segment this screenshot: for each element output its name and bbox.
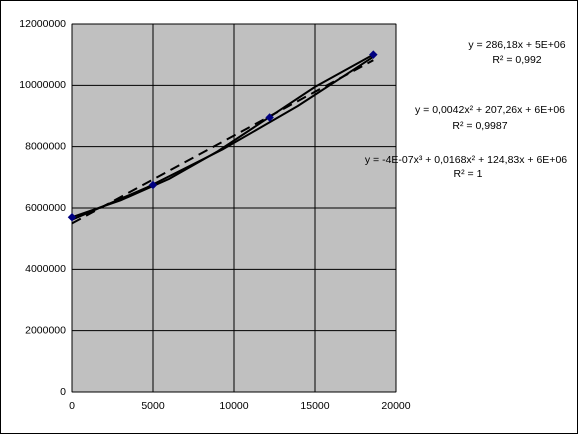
- x-tick-label: 5000: [141, 400, 165, 412]
- trendline: [71, 55, 374, 221]
- data-point: [148, 180, 158, 190]
- trendline-equation: y = -4E-07x³ + 0,0168x² + 124,83x + 6E+0…: [365, 154, 567, 166]
- y-tick-label: 12000000: [19, 18, 66, 30]
- data-point: [265, 113, 274, 122]
- data-point: [67, 212, 77, 222]
- y-tick-label: 8000000: [25, 140, 66, 152]
- y-tick-label: 10000000: [19, 79, 66, 91]
- trendline-r2: R² = 0,992: [492, 54, 541, 66]
- x-tick-label: 15000: [300, 400, 329, 412]
- trendline: [71, 59, 374, 225]
- x-tick-label: 0: [69, 400, 75, 412]
- y-tick-label: 2000000: [25, 324, 66, 336]
- y-tick-label: 4000000: [25, 263, 66, 275]
- trendline-equation: y = 0,0042x² + 207,26x + 6E+06: [415, 104, 565, 116]
- trendline-r2: R² = 1: [454, 168, 483, 180]
- trendline-r2: R² = 0,9987: [452, 120, 507, 132]
- y-tick-label: 6000000: [25, 202, 66, 214]
- x-tick-label: 20000: [381, 400, 410, 412]
- trendline: [71, 53, 374, 219]
- x-tick-label: 10000: [219, 400, 248, 412]
- y-tick-label: 0: [60, 386, 66, 398]
- trendline-equation: y = 286,18x + 5E+06: [468, 39, 565, 51]
- data-point: [369, 50, 378, 59]
